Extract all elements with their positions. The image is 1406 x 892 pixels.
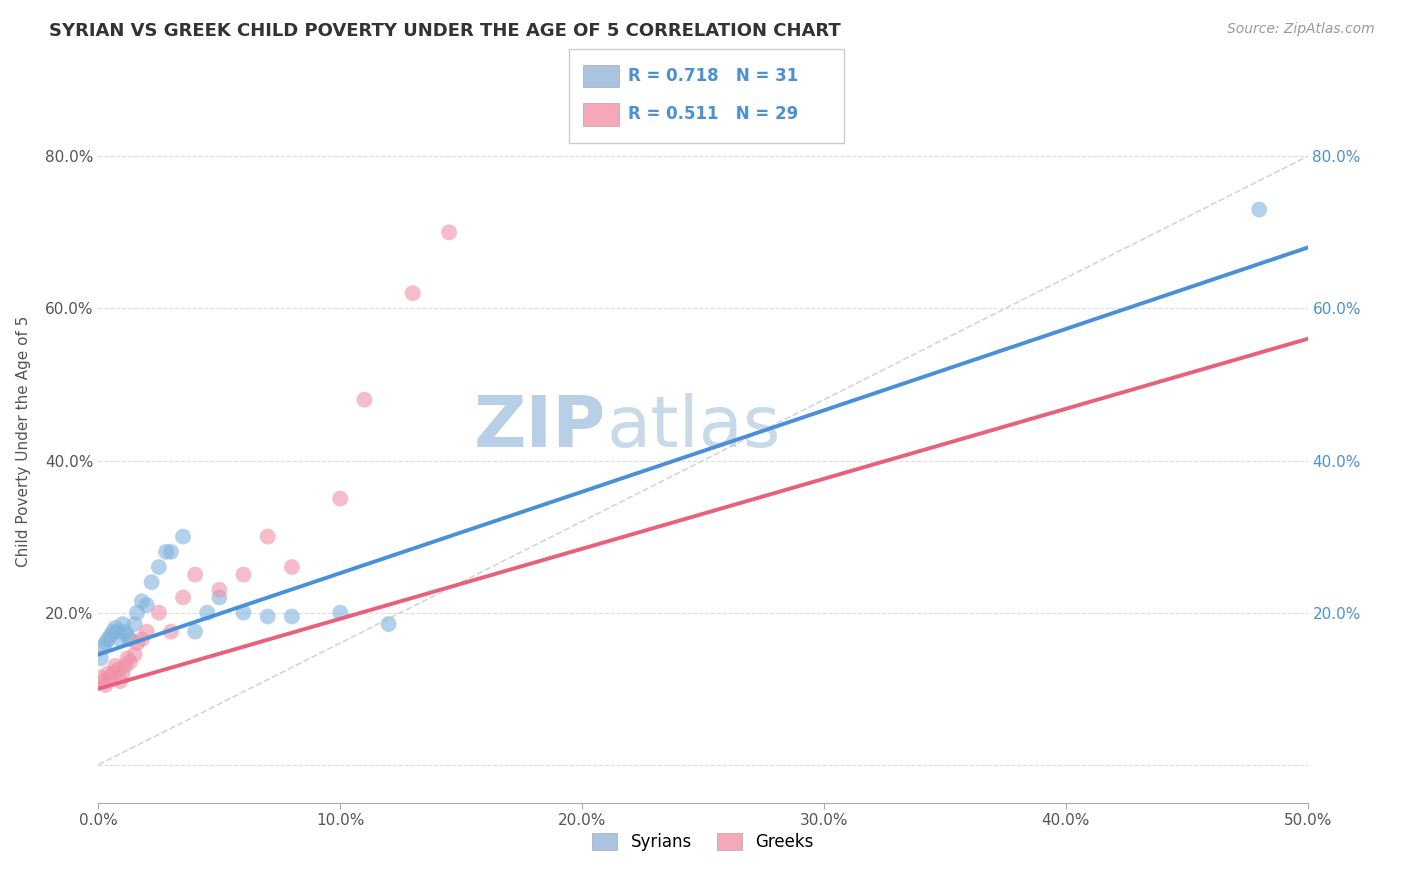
Point (117, 628, 139, 642)
Point (208, 591, 231, 605)
Point (117, 651, 139, 665)
Point (127, 636, 149, 650)
Point (184, 624, 207, 639)
Point (155, 545, 177, 559)
Point (97, 632, 120, 647)
Point (172, 530, 194, 544)
Text: ZIP: ZIP (474, 392, 606, 461)
Point (131, 594, 153, 608)
Point (91, 674, 114, 689)
Point (377, 617, 399, 632)
Point (94, 678, 117, 692)
Point (148, 560, 170, 574)
Point (104, 659, 127, 673)
Point (256, 530, 278, 544)
Point (232, 606, 254, 620)
Point (101, 666, 124, 681)
Point (111, 617, 134, 632)
Point (172, 591, 194, 605)
Point (160, 624, 183, 639)
Text: Source: ZipAtlas.com: Source: ZipAtlas.com (1227, 22, 1375, 37)
Point (107, 624, 129, 639)
Point (281, 560, 304, 574)
Text: R = 0.511   N = 29: R = 0.511 N = 29 (628, 105, 799, 123)
Point (437, 226, 460, 240)
Point (160, 545, 183, 559)
Point (208, 582, 231, 597)
Point (195, 606, 218, 620)
Point (94, 636, 117, 650)
Point (329, 606, 352, 620)
Point (90, 651, 112, 665)
Point (256, 609, 278, 624)
Point (124, 617, 146, 632)
Point (118, 655, 141, 669)
Y-axis label: Child Poverty Under the Age of 5: Child Poverty Under the Age of 5 (17, 316, 31, 567)
Point (131, 632, 153, 647)
Point (329, 491, 352, 506)
Point (1249, 202, 1271, 217)
Point (111, 666, 134, 681)
Point (135, 598, 157, 612)
Text: atlas: atlas (606, 392, 780, 461)
Point (114, 624, 136, 639)
Point (100, 670, 122, 684)
Point (91, 640, 114, 654)
Point (107, 663, 129, 677)
Point (124, 648, 146, 662)
Point (104, 621, 127, 635)
Point (97, 666, 120, 681)
Text: R = 0.718   N = 31: R = 0.718 N = 31 (628, 67, 799, 85)
Point (232, 567, 254, 582)
Point (148, 606, 170, 620)
Point (353, 392, 375, 407)
Point (118, 632, 141, 647)
Point (90, 670, 112, 684)
Legend: Syrians, Greeks: Syrians, Greeks (583, 825, 823, 860)
Point (135, 624, 157, 639)
Point (108, 632, 131, 647)
Point (108, 674, 131, 689)
Point (141, 575, 163, 590)
Point (101, 624, 124, 639)
Point (127, 606, 149, 620)
Text: SYRIAN VS GREEK CHILD POVERTY UNDER THE AGE OF 5 CORRELATION CHART: SYRIAN VS GREEK CHILD POVERTY UNDER THE … (49, 22, 841, 40)
Point (114, 659, 136, 673)
Point (402, 286, 425, 301)
Point (281, 609, 304, 624)
Point (100, 628, 122, 642)
Point (184, 567, 207, 582)
